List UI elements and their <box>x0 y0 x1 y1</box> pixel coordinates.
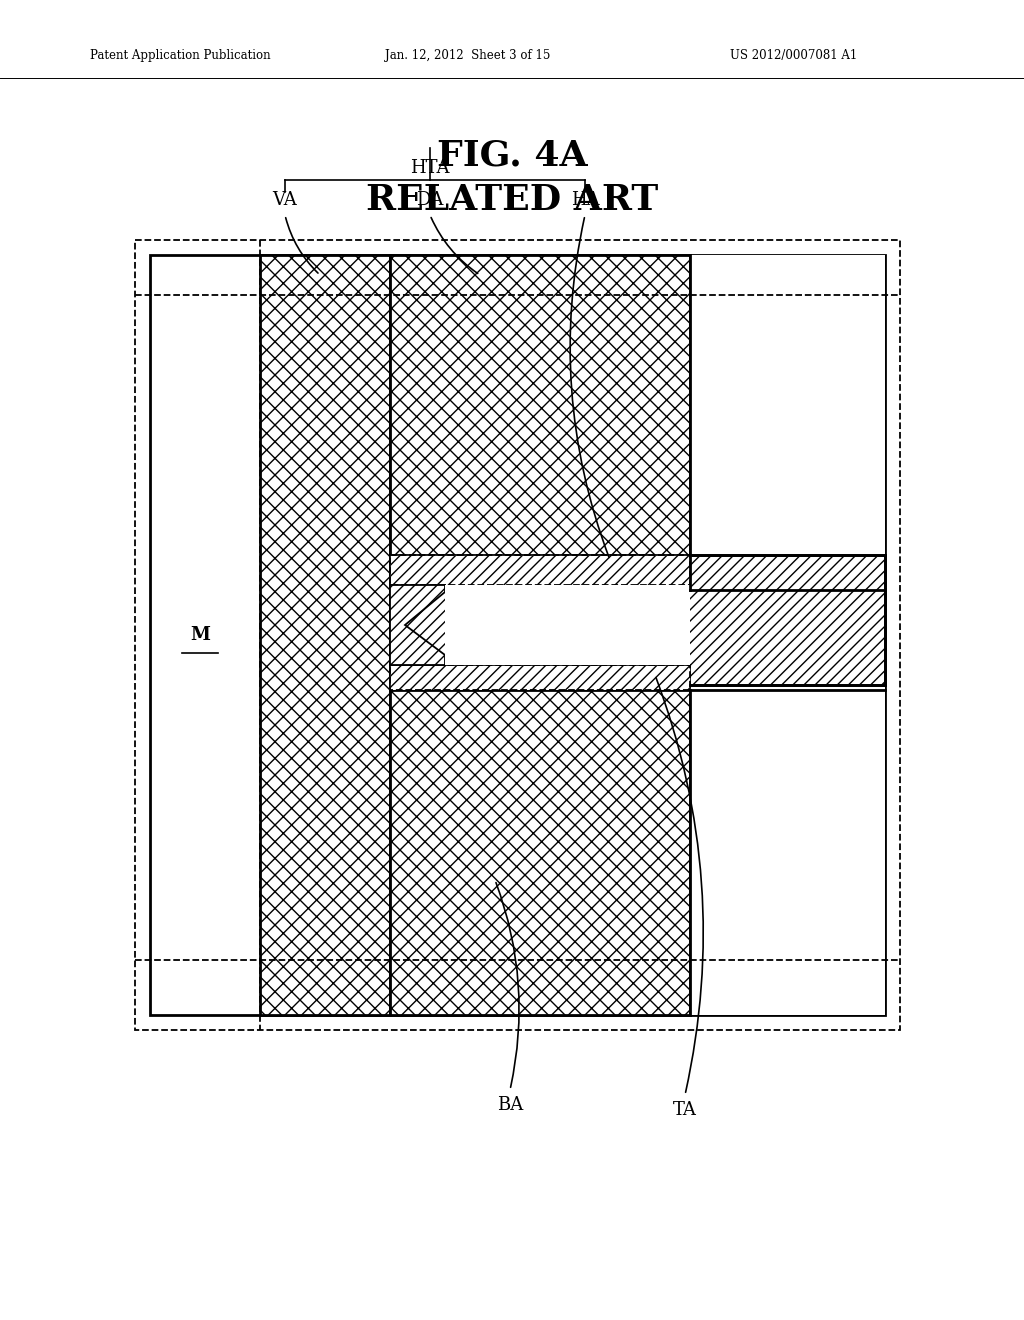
Bar <box>690 685 885 1015</box>
Text: US 2012/0007081 A1: US 2012/0007081 A1 <box>730 49 857 62</box>
Text: Jan. 12, 2012  Sheet 3 of 15: Jan. 12, 2012 Sheet 3 of 15 <box>385 49 550 62</box>
Bar <box>150 255 885 1015</box>
Bar <box>390 690 690 1015</box>
Text: DA: DA <box>417 191 443 209</box>
Bar <box>390 255 690 590</box>
Bar <box>390 554 885 685</box>
Bar <box>260 255 390 1015</box>
Text: M: M <box>190 626 210 644</box>
Text: TA: TA <box>673 1101 697 1119</box>
Text: HA: HA <box>570 191 599 209</box>
Text: BA: BA <box>497 1096 523 1114</box>
Bar <box>445 585 690 665</box>
Text: HTA: HTA <box>411 158 450 177</box>
Bar <box>390 255 690 590</box>
Bar <box>390 690 690 1015</box>
Polygon shape <box>390 585 445 665</box>
Bar <box>390 665 690 690</box>
Text: VA: VA <box>272 191 297 209</box>
Bar <box>390 665 690 690</box>
Bar <box>390 554 690 585</box>
Bar <box>690 255 885 554</box>
Bar <box>135 240 900 1030</box>
Bar <box>390 554 885 685</box>
Text: FIG. 4A: FIG. 4A <box>436 139 588 172</box>
Text: Patent Application Publication: Patent Application Publication <box>90 49 270 62</box>
Bar <box>260 255 390 1015</box>
Bar <box>390 554 690 585</box>
Text: RELATED ART: RELATED ART <box>366 183 658 216</box>
